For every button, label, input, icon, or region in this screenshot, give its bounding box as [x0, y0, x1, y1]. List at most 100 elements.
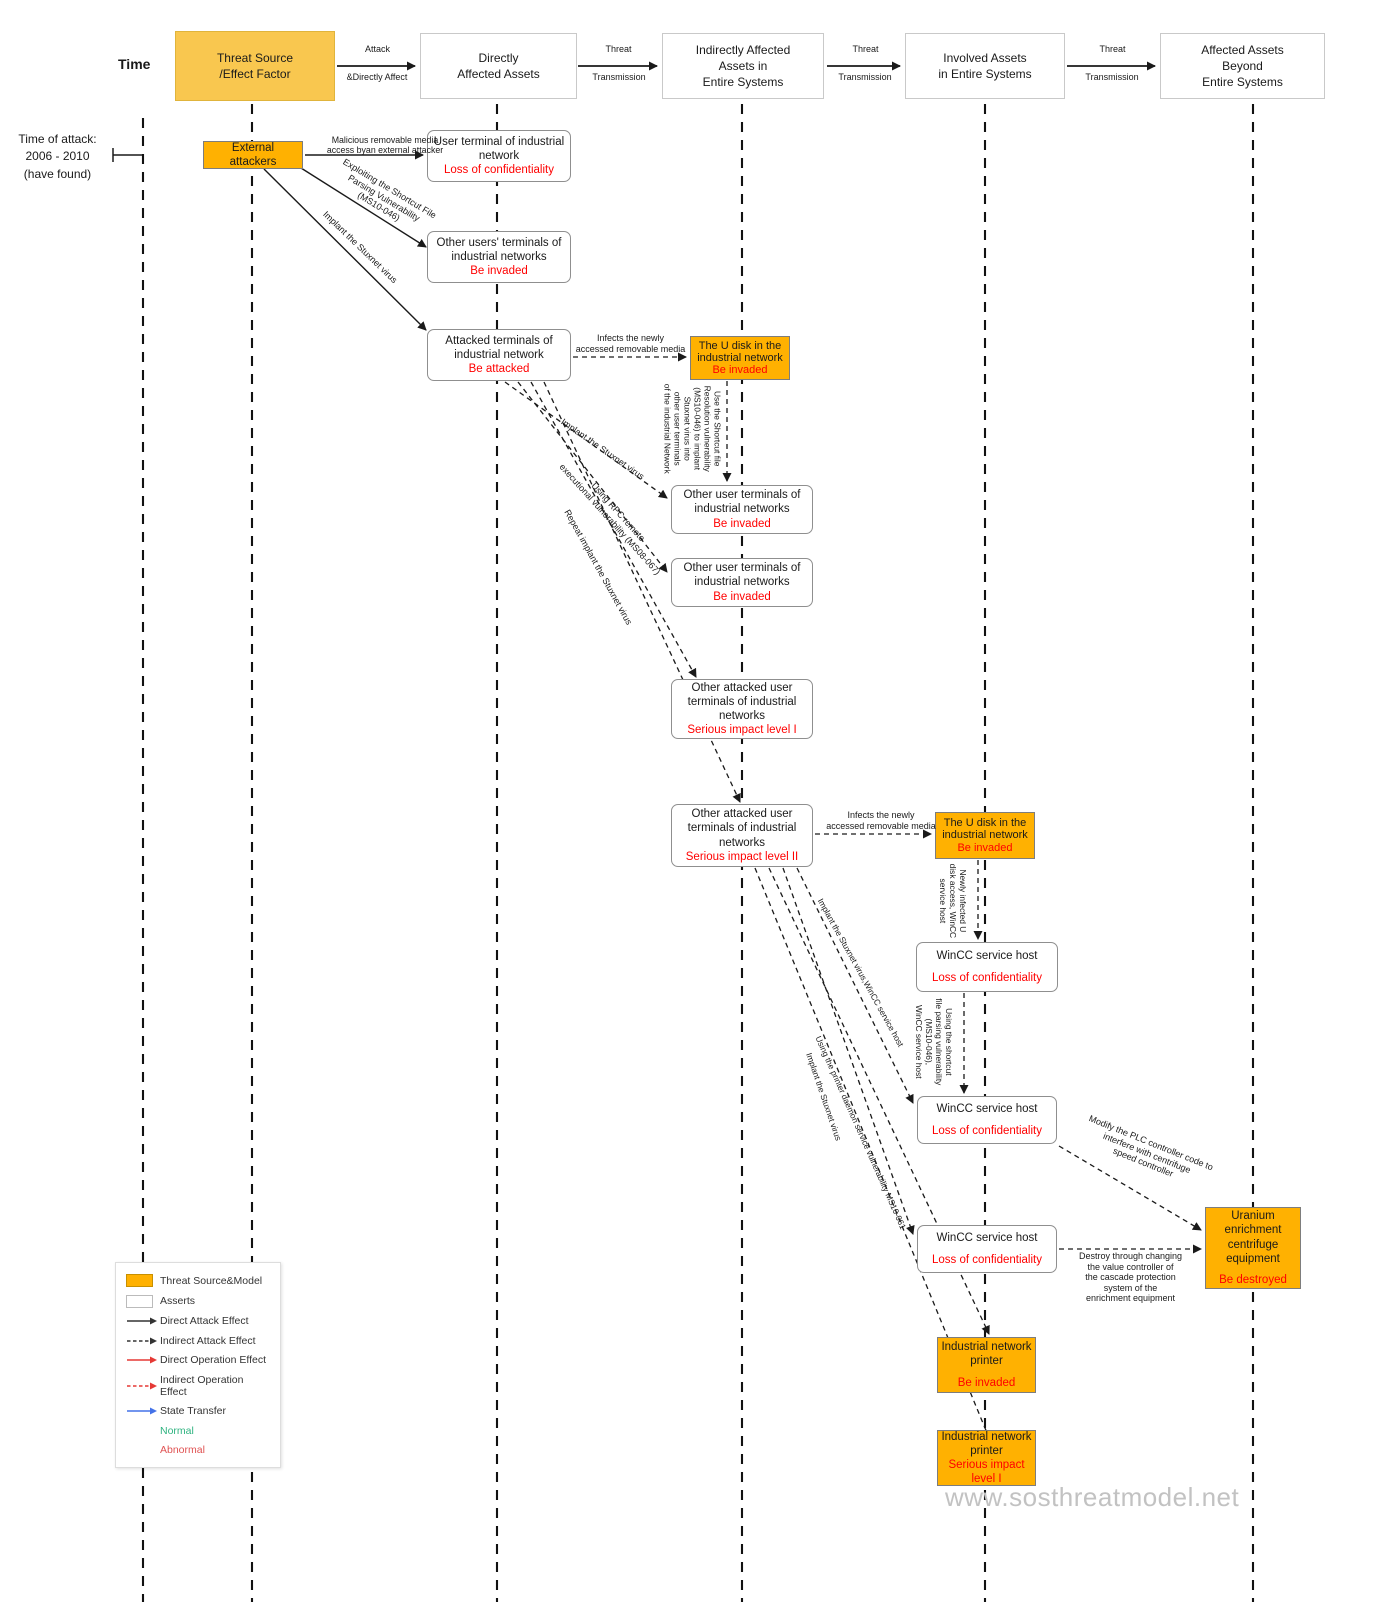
node-state: Loss of confidentiality: [444, 164, 554, 176]
node-other-attacked-level1: Other attacked user terminals of industr…: [671, 679, 813, 739]
node-state: Loss of confidentiality: [932, 1124, 1042, 1137]
connector-label-transmission-3: Transmission: [1085, 72, 1139, 82]
node-printer-2: Industrial network printer Serious impact…: [937, 1430, 1036, 1486]
legend-label: State Transfer: [160, 1405, 226, 1417]
node-other-users-terminals: Other users' terminals of industrial net…: [427, 231, 571, 283]
connector-label-transmission-2: Transmission: [838, 72, 892, 82]
legend-label: Direct Operation Effect: [160, 1354, 267, 1366]
node-title: The U disk in the industrial network: [942, 817, 1028, 842]
legend-item-threat-source: Threat Source&Model: [126, 1274, 270, 1287]
solid-red-arrow-icon: [126, 1355, 160, 1365]
time-of-attack-label: Time of attack: 2006 - 2010 (have found): [18, 132, 97, 181]
legend-label: Indirect Attack Effect: [160, 1334, 256, 1347]
assert-swatch-icon: [126, 1294, 160, 1308]
connector-label-attack: Attack: [364, 44, 390, 54]
node-title: Industrial network printer: [941, 1341, 1032, 1368]
lane-header-title: Involved Assets in Entire Systems: [938, 50, 1032, 81]
node-state: Serious impact level I: [687, 724, 797, 737]
node-title: WinCC service host: [936, 1232, 1038, 1245]
edge-label-destroy-cascade: Destroy through changing the value contr…: [1078, 1251, 1183, 1304]
watermark: www.sosthreatmodel.net: [945, 1482, 1240, 1512]
legend-label: Threat Source&Model: [160, 1274, 263, 1287]
legend-item-direct-attack: Direct Attack Effect: [126, 1315, 270, 1327]
lane-header-indirectly-affected: Indirectly Affected Assets in Entire Sys…: [662, 33, 824, 99]
node-state: Be invaded: [957, 1376, 1016, 1389]
legend-item-abnormal: Abnormal: [126, 1444, 270, 1456]
node-state: Be invaded: [712, 364, 768, 377]
node-title: WinCC service host: [936, 1103, 1038, 1116]
node-other-user-terminals-2: Other user terminals of industrial netwo…: [671, 558, 813, 607]
node-state: Loss of confidentiality: [932, 1253, 1042, 1266]
legend-label: Direct Attack Effect: [160, 1315, 249, 1327]
node-state: Be invaded: [713, 517, 771, 530]
edge-label-use-shortcut-vertical: Use the Shortcut file Resolution vulnera…: [663, 383, 723, 474]
legend-item-direct-operation: Direct Operation Effect: [126, 1354, 270, 1366]
legend-label: Indirect Operation Effect: [160, 1373, 244, 1398]
edge-label-malicious-media: Malicious removable media access byan ex…: [326, 135, 444, 156]
node-title: Industrial network printer: [941, 1430, 1032, 1457]
node-user-terminal: User terminal of industrial network Loss …: [427, 130, 571, 182]
lane-header-title: Indirectly Affected Assets in Entire Sys…: [695, 42, 791, 90]
lane-header-title: Directly Affected Assets: [457, 50, 540, 81]
legend-label: Asserts: [160, 1295, 196, 1307]
legend: Threat Source&Model Asserts Direct Attac…: [115, 1262, 281, 1468]
node-state: Be invaded: [470, 265, 528, 277]
dashed-black-arrow-icon: [126, 1336, 160, 1346]
connector-label-directly-affect: &Directly Affect: [346, 72, 408, 82]
node-title: Other attacked user terminals of industr…: [687, 808, 797, 849]
node-state: Serious impact level I: [948, 1459, 1025, 1486]
time-axis-label: Time: [118, 56, 151, 72]
node-wincc-1: WinCC service host Loss of confidentialit…: [916, 942, 1058, 992]
node-state: Be attacked: [468, 363, 530, 375]
legend-item-normal: Normal: [126, 1425, 270, 1437]
connector-label-threat-1: Threat: [605, 44, 632, 54]
edge-label-infects-media-2: Infects the newly accessed removable med…: [826, 810, 936, 831]
node-state: Be destroyed: [1219, 1273, 1287, 1286]
node-state: Be invaded: [957, 841, 1013, 854]
connector-label-transmission-1: Transmission: [592, 72, 646, 82]
node-title: WinCC service host: [936, 950, 1038, 963]
solid-black-arrow-icon: [126, 1316, 160, 1326]
legend-item-asserts: Asserts: [126, 1294, 270, 1308]
legend-item-indirect-operation: Indirect Operation Effect: [126, 1374, 270, 1398]
lane-header-title: Affected Assets Beyond Entire Systems: [1201, 42, 1284, 90]
node-wincc-2: WinCC service host Loss of confidentialit…: [917, 1096, 1057, 1144]
lane-header-threat-source: Threat Source /Effect Factor: [175, 31, 335, 101]
node-other-user-terminals-1: Other user terminals of industrial netwo…: [671, 485, 813, 534]
node-state: Serious impact level II: [685, 850, 799, 863]
legend-item-indirect-attack: Indirect Attack Effect: [126, 1335, 270, 1347]
lane-header-title: Threat Source /Effect Factor: [216, 50, 294, 81]
indirect-attack-edges: [504, 352, 1202, 1451]
blue-arrow-icon: [126, 1406, 160, 1416]
node-title: Attacked terminals of industrial network: [445, 334, 553, 361]
direct-attack-edges: [263, 150, 427, 331]
legend-label: Abnormal: [160, 1444, 205, 1456]
node-attacked-terminals: Attacked terminals of industrial network…: [427, 329, 571, 381]
connector-label-threat-2: Threat: [852, 44, 879, 54]
lane-header-involved-assets: Involved Assets in Entire Systems: [905, 33, 1065, 99]
edge-label-using-shortcut-wincc: Using the shortcut file parsing vulnerab…: [914, 998, 954, 1086]
lane-header-directly-affected: Directly Affected Assets: [420, 33, 577, 99]
node-other-attacked-level2: Other attacked user terminals of industr…: [671, 804, 813, 867]
node-title: Other user terminals of industrial netwo…: [683, 489, 801, 516]
node-title: Other attacked user terminals of industr…: [687, 681, 797, 722]
legend-label: Normal: [160, 1424, 194, 1437]
node-title: Uranium enrichment centrifuge equipment: [1224, 1210, 1282, 1265]
connector-label-threat-3: Threat: [1099, 44, 1126, 54]
node-u-disk-1: The U disk in the industrial network Be i…: [690, 336, 790, 380]
node-external-attackers: External attackers: [203, 141, 303, 169]
node-title: External attackers: [229, 141, 277, 168]
edge-label-newly-infected: Newly infected U disk access, WinCC serv…: [938, 863, 968, 939]
edge-label-infects-media-1: Infects the newly accessed removable med…: [575, 333, 686, 354]
node-title: Other users' terminals of industrial net…: [436, 236, 562, 263]
node-title: The U disk in the industrial network: [697, 339, 783, 364]
node-uranium-centrifuge: Uranium enrichment centrifuge equipment B…: [1205, 1207, 1301, 1289]
node-printer-1: Industrial network printer Be invaded: [937, 1337, 1036, 1393]
threat-swatch-icon: [126, 1274, 160, 1287]
node-title: User terminal of industrial network: [433, 135, 565, 162]
node-u-disk-2: The U disk in the industrial network Be i…: [935, 812, 1035, 859]
dashed-red-arrow-icon: [126, 1381, 160, 1391]
node-wincc-3: WinCC service host Loss of confidentialit…: [917, 1225, 1057, 1273]
node-state: Loss of confidentiality: [932, 971, 1042, 984]
